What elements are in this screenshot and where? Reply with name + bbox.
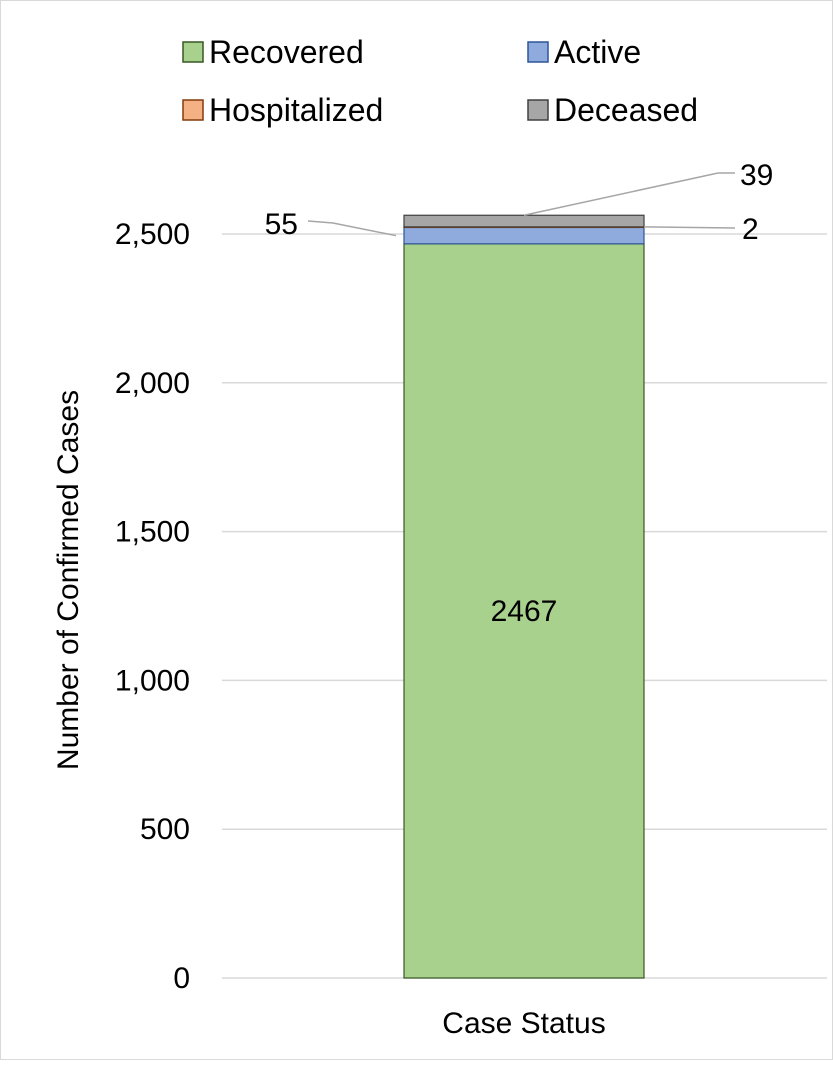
- legend-label-recovered: Recovered: [209, 34, 364, 70]
- y-axis-title: Number of Confirmed Cases: [52, 390, 85, 770]
- leader-lines: [307, 172, 736, 237]
- y-tick-label: 2,500: [115, 218, 190, 251]
- data-label-hospitalized: 2: [742, 213, 759, 246]
- legend-swatch-deceased: [527, 99, 549, 121]
- y-axis-ticks: 0 500 1,000 1,500 2,000 2,500: [115, 218, 190, 995]
- leader-line-active: [307, 220, 397, 237]
- legend-label-hospitalized: Hospitalized: [209, 92, 383, 128]
- legend-swatch-recovered: [182, 41, 204, 63]
- data-label-active: 55: [265, 208, 298, 241]
- legend-label-deceased: Deceased: [554, 92, 698, 128]
- data-labels: 2467 55 2 39: [265, 159, 774, 628]
- y-tick-label: 2,000: [115, 367, 190, 400]
- legend: Recovered Active Hospitalized Deceased: [182, 34, 698, 128]
- legend-swatch-hospitalized: [182, 99, 204, 121]
- y-tick-label: 1,500: [115, 516, 190, 549]
- y-tick-label: 1,000: [115, 664, 190, 697]
- bar-segment-active: [403, 226, 645, 245]
- data-label-deceased: 39: [740, 159, 773, 192]
- leader-line-hospitalized: [643, 226, 736, 229]
- legend-label-active: Active: [554, 34, 641, 70]
- bar-segment-recovered: [403, 243, 645, 979]
- leader-line-deceased: [523, 172, 735, 216]
- x-category-label: Case Status: [442, 1007, 605, 1040]
- y-tick-label: 500: [140, 813, 190, 846]
- legend-swatch-active: [527, 41, 549, 63]
- data-label-recovered: 2467: [491, 595, 558, 628]
- bar-segment-deceased: [403, 214, 645, 228]
- y-tick-label: 0: [173, 962, 190, 995]
- bars: [403, 214, 645, 979]
